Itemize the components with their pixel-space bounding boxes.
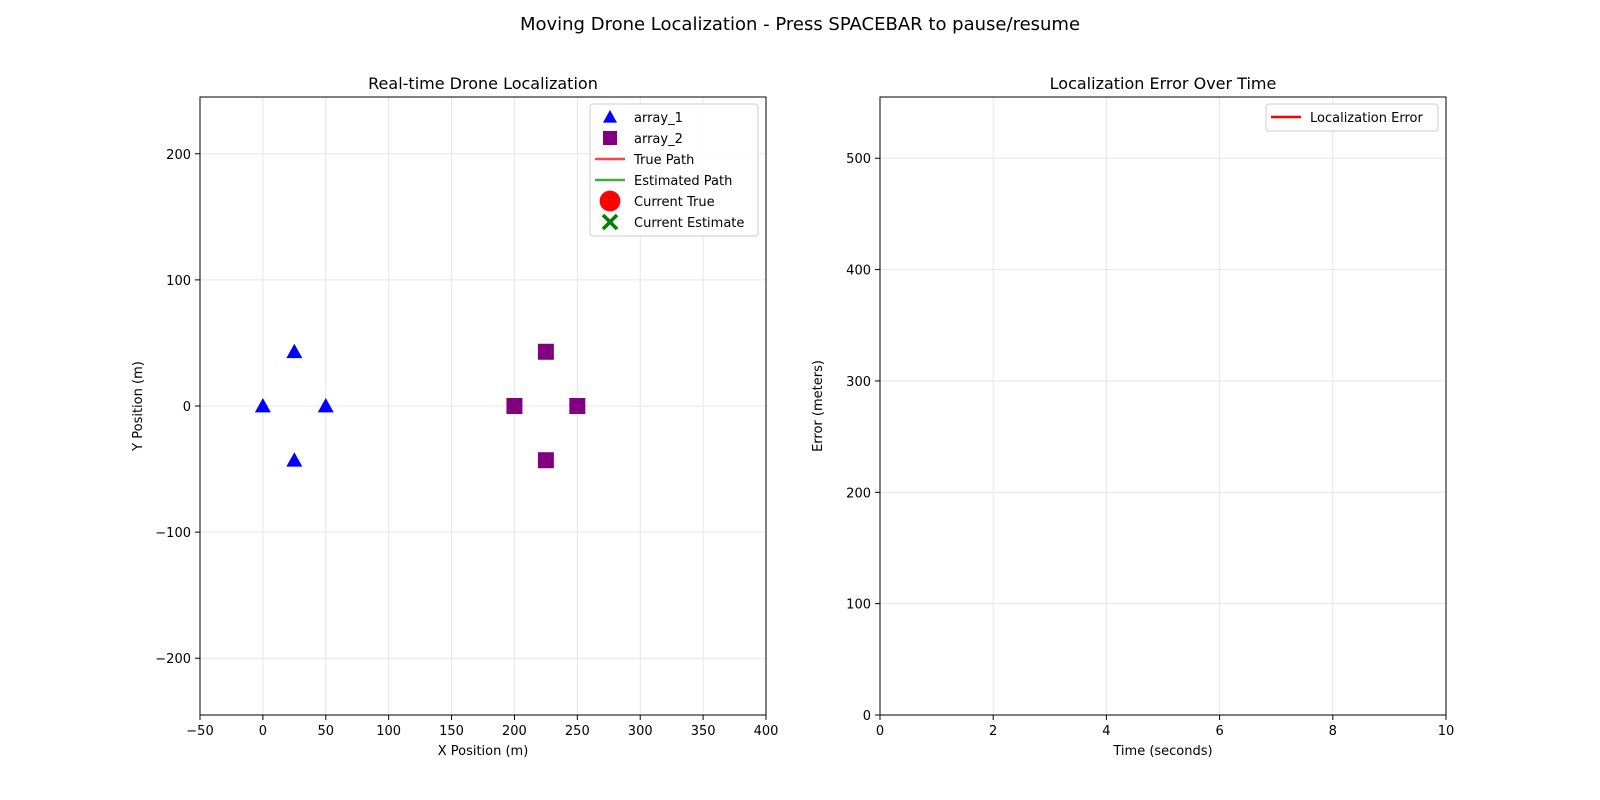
data-point-array_2 [569,398,586,414]
loc-x-tick-label: 100 [376,724,401,739]
err-x-tick-label: 4 [1102,724,1110,739]
loc-title: Real-time Drone Localization [368,74,598,93]
legend-label-Current True: Current True [634,195,715,210]
err-title: Localization Error Over Time [1050,74,1277,93]
loc-x-tick-label: 250 [565,724,590,739]
err-legend: Localization Error [1265,103,1439,132]
loc-x-tick-label: 0 [259,724,267,739]
err-legend-box [1265,103,1439,132]
legend-label-array_2: array_2 [634,132,683,147]
loc-y-tick-label: 0 [183,400,191,415]
data-point-array_1 [286,343,303,359]
legend-marker-array_1 [603,110,617,123]
err-x-tick-label: 6 [1215,724,1223,739]
loc-xlabel: X Position (m) [438,744,529,759]
legend-label-True Path: True Path [633,153,694,168]
err-y-tick-label: 0 [863,709,871,724]
err-y-tick-label: 400 [846,264,871,279]
loc-y-tick-label: 200 [166,148,191,163]
legend-label-Localization Error: Localization Error [1310,111,1423,126]
figure-title: Moving Drone Localization - Press SPACEB… [520,14,1080,35]
legend-label-Current Estimate: Current Estimate [634,216,744,231]
data-point-array_1 [286,452,303,467]
loc-x-tick-label: 400 [754,724,779,739]
loc-ylabel: Y Position (m) [131,361,146,452]
data-point-array_2 [537,452,554,469]
data-point-array_1 [317,398,334,413]
legend-marker-Current True [599,190,621,212]
err-x-tick-label: 8 [1329,724,1337,739]
err-x-tick-label: 2 [989,724,997,739]
err-y-tick-label: 300 [846,375,871,390]
loc-y-tick-label: 100 [166,274,191,289]
loc-x-tick-label: 200 [502,724,527,739]
err-xlabel: Time (seconds) [1112,744,1212,759]
err-x-tick-label: 10 [1438,724,1455,739]
localization-plot: −50 0 50 100 150 200 250 300 350 400 −200 −100 0 100 2… [131,74,778,759]
loc-x-tick-label: 150 [439,724,464,739]
err-axes-frame [879,96,1447,716]
loc-y-tick-label: −200 [155,652,191,667]
legend-marker-Current Estimate [601,213,619,231]
err-y-tick-label: 100 [846,598,871,613]
loc-y-tick-label: −100 [155,526,191,541]
data-point-array_2 [537,343,554,360]
err-x-tick-label: 0 [876,724,884,739]
err-y-tick-label: 500 [846,152,871,167]
err-ylabel: Error (meters) [811,360,826,452]
legend-label-array_1: array_1 [634,111,683,126]
loc-axes-frame [199,96,767,716]
loc-x-tick-label: 50 [318,724,335,739]
legend-marker-array_2 [603,131,617,145]
err-y-tick-label: 200 [846,486,871,501]
legend-label-Estimated Path: Estimated Path [634,174,732,189]
loc-x-tick-label: 350 [691,724,716,739]
loc-legend: array_1 array_2 True Path Estimated Path Cur… [589,103,759,237]
data-point-array_1 [254,398,271,413]
loc-legend-box [589,103,759,237]
data-point-array_2 [506,398,523,414]
loc-x-tick-label: −50 [186,724,213,739]
loc-x-tick-label: 300 [628,724,653,739]
